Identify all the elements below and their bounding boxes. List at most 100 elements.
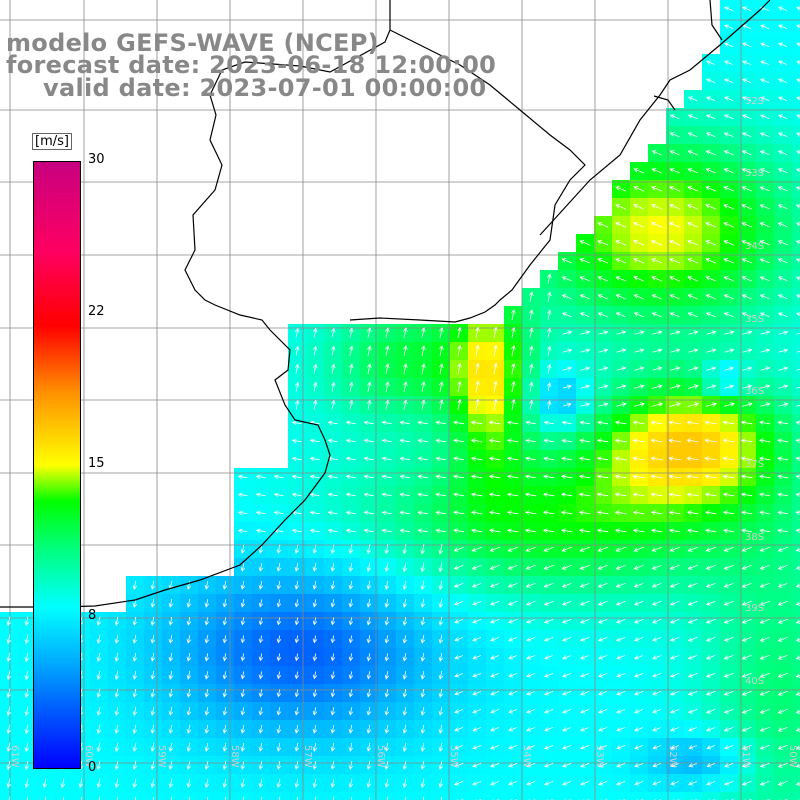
wind-arrow xyxy=(349,381,354,392)
wind-arrow xyxy=(561,600,572,606)
wind-arrow xyxy=(740,474,753,479)
wind-arrow xyxy=(470,474,483,479)
wind-arrow xyxy=(506,510,519,515)
wind-arrow xyxy=(688,763,697,768)
wind-arrow xyxy=(345,474,356,480)
wind-arrow xyxy=(543,474,555,479)
wind-arrow xyxy=(651,600,662,606)
wind-arrow xyxy=(276,617,282,626)
wind-cell xyxy=(522,792,540,800)
wind-arrow xyxy=(723,546,734,552)
wind-arrow xyxy=(724,384,735,389)
wind-arrow xyxy=(634,763,644,768)
wind-arrow xyxy=(204,742,210,752)
coastline xyxy=(653,95,676,111)
wind-arrow xyxy=(652,727,662,732)
wind-arrow xyxy=(526,673,536,678)
wind-cell xyxy=(792,270,800,288)
wind-arrow xyxy=(438,634,444,644)
wind-arrow xyxy=(760,24,770,30)
wind-arrow xyxy=(547,309,552,320)
wind-arrow xyxy=(547,345,552,356)
wind-arrow xyxy=(687,240,699,246)
wind-arrow xyxy=(508,781,518,786)
wind-arrow xyxy=(777,636,788,642)
wind-arrow xyxy=(795,456,800,462)
wind-arrow xyxy=(598,727,608,732)
wind-arrow xyxy=(543,438,554,444)
wind-arrow xyxy=(116,796,119,800)
wind-arrow xyxy=(331,381,336,392)
wind-arrow xyxy=(472,745,482,750)
wind-arrow xyxy=(224,796,227,800)
wind-arrow xyxy=(724,763,734,768)
wind-arrow xyxy=(688,727,698,732)
wind-arrow xyxy=(687,312,698,318)
wind-arrow xyxy=(453,564,464,570)
wind-arrow xyxy=(616,619,626,624)
title-forecast-date: forecast date: 2023-06-18 12:00:00 xyxy=(6,51,497,79)
wind-arrow xyxy=(579,312,590,318)
wind-cell xyxy=(792,288,800,306)
wind-arrow xyxy=(543,564,554,570)
wind-arrow xyxy=(705,186,717,192)
wind-arrow xyxy=(312,562,318,572)
wind-arrow xyxy=(114,634,120,645)
wind-arrow xyxy=(580,637,590,642)
wind-arrow xyxy=(651,546,662,552)
wind-arrow xyxy=(615,222,627,228)
wind-arrow xyxy=(759,582,770,588)
longitude-label: 53W xyxy=(594,745,605,768)
wind-arrow xyxy=(294,725,300,734)
wind-arrow xyxy=(723,132,734,138)
wind-arrow xyxy=(186,635,192,644)
wind-arrow xyxy=(421,381,426,393)
wind-cell xyxy=(612,792,630,800)
wind-arrow xyxy=(688,709,698,714)
wind-arrow xyxy=(454,601,464,606)
wind-cell xyxy=(90,792,108,800)
wind-arrow xyxy=(650,438,663,443)
wind-arrow xyxy=(723,726,734,732)
wind-arrow xyxy=(453,528,465,534)
wind-arrow xyxy=(580,709,590,714)
wind-arrow xyxy=(511,327,516,339)
wind-cell xyxy=(648,792,666,800)
wind-arrow xyxy=(529,291,534,302)
wind-arrow xyxy=(384,742,390,752)
wind-cell xyxy=(306,792,324,800)
wind-arrow xyxy=(546,399,552,410)
wind-arrow xyxy=(276,671,282,680)
wind-arrow xyxy=(795,655,800,660)
wind-arrow xyxy=(759,690,770,696)
wind-arrow xyxy=(759,186,770,192)
wind-arrow xyxy=(258,689,264,698)
coastline xyxy=(0,0,391,608)
wind-arrow xyxy=(616,673,626,678)
wind-arrow xyxy=(580,619,590,624)
wind-arrow xyxy=(777,618,788,624)
wind-arrow xyxy=(96,688,102,699)
wind-arrow xyxy=(312,707,318,716)
wind-arrow xyxy=(778,60,788,66)
wind-arrow xyxy=(438,598,444,609)
wind-arrow xyxy=(705,600,716,606)
wind-cell xyxy=(108,792,126,800)
wind-arrow xyxy=(778,132,788,138)
wind-arrow xyxy=(385,381,390,392)
wind-arrow xyxy=(309,474,320,480)
latitude-labels: 32S 33S 34S 35S 36S 37S 38S 39S 40S xyxy=(745,96,764,687)
wind-arrow xyxy=(420,653,426,662)
wind-arrow xyxy=(651,258,663,264)
wind-arrow xyxy=(222,580,228,590)
wind-arrow xyxy=(367,345,372,356)
wind-arrow xyxy=(598,745,608,750)
wind-arrow xyxy=(237,474,248,480)
wind-arrow xyxy=(312,381,318,392)
wind-arrow xyxy=(529,399,534,410)
wind-arrow xyxy=(132,688,138,698)
wind-arrow xyxy=(470,492,483,497)
wind-cell xyxy=(792,504,800,522)
wind-arrow xyxy=(759,744,770,750)
wind-arrow xyxy=(348,742,354,752)
